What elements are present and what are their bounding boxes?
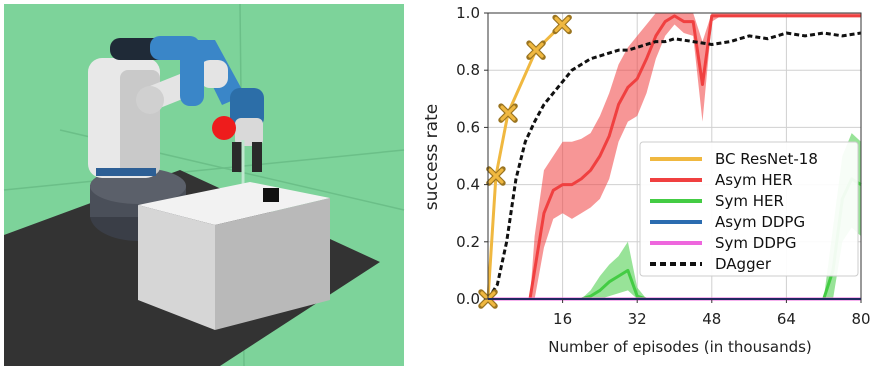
band-asym-her bbox=[488, 13, 861, 299]
target-marker bbox=[212, 116, 236, 140]
y-tick-label: 0.4 bbox=[456, 176, 480, 194]
data-point bbox=[498, 103, 518, 123]
series-line-asym-her bbox=[488, 14, 861, 301]
x-axis-label: Number of episodes (in thousands) bbox=[548, 338, 812, 356]
robot-scene-render bbox=[3, 3, 405, 367]
data-point bbox=[486, 166, 506, 186]
y-tick-label: 1.0 bbox=[456, 4, 480, 22]
chart-bands bbox=[488, 13, 861, 299]
series-line-dagger bbox=[486, 31, 862, 300]
x-tick-label: 80 bbox=[851, 310, 870, 328]
y-tick-label: 0.8 bbox=[456, 61, 480, 79]
y-tick-label: 0.6 bbox=[456, 118, 480, 136]
chart-legend: BC ResNet-18 Asym HER Sym HER Asym DDPG Sym … bbox=[639, 141, 859, 277]
y-tick-label: 0.0 bbox=[456, 290, 480, 308]
point-x-fill bbox=[554, 16, 570, 33]
point-x-fill bbox=[528, 42, 544, 58]
robot-arm bbox=[110, 36, 264, 172]
legend-entry: Asym HER bbox=[715, 171, 793, 189]
point-x-fill bbox=[500, 105, 516, 121]
legend-entry: Sym HER bbox=[715, 192, 784, 210]
chart-ticks: 16 32 48 64 80 0.0 0.2 0.4 0.6 0.8 1.0 bbox=[456, 4, 870, 328]
table bbox=[138, 182, 330, 330]
point-x-fill bbox=[488, 168, 504, 184]
legend-entry: BC ResNet-18 bbox=[715, 150, 818, 168]
x-tick-label: 16 bbox=[553, 310, 572, 328]
data-point bbox=[526, 40, 546, 60]
legend-entry: Asym DDPG bbox=[715, 213, 805, 231]
x-tick-label: 32 bbox=[628, 310, 647, 328]
chart-axes bbox=[487, 12, 862, 300]
object-cube bbox=[263, 188, 279, 202]
x-tick-label: 64 bbox=[777, 310, 796, 328]
x-tick-label: 48 bbox=[702, 310, 721, 328]
legend-entry: DAgger bbox=[715, 255, 772, 273]
y-tick-label: 0.2 bbox=[456, 233, 480, 251]
legend-entry: Sym DDPG bbox=[715, 234, 797, 252]
y-axis-label: success rate bbox=[422, 104, 442, 210]
data-point bbox=[552, 14, 572, 35]
